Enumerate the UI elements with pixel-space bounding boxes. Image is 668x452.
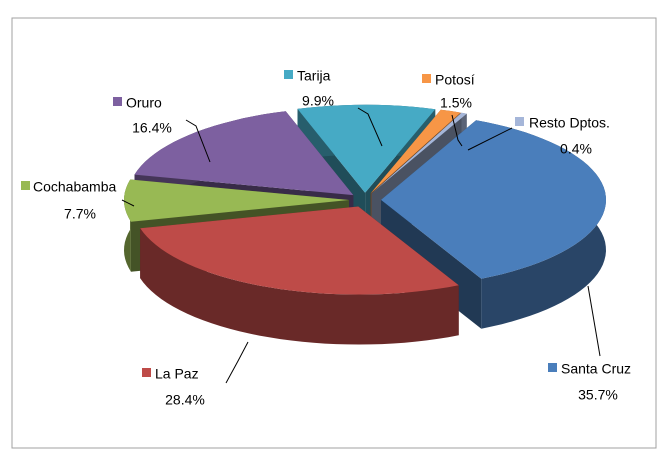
slice-value-label: 9.9%: [302, 93, 334, 109]
leader-line: [451, 114, 463, 147]
leader-line: [225, 341, 249, 384]
legend-swatch: [548, 363, 557, 372]
slice: [124, 179, 349, 222]
slice: [140, 206, 459, 295]
slice-value-label: 0.4%: [560, 141, 592, 157]
slice: [381, 120, 606, 279]
legend-swatch: [142, 368, 151, 377]
slice-value-label: 28.4%: [165, 392, 205, 408]
slice-name: Santa Cruz: [561, 361, 631, 377]
slice-name: Cochabamba: [33, 179, 116, 195]
slice-name: Tarija: [297, 68, 331, 84]
slice-value-label: 1.5%: [440, 95, 472, 111]
slice-value-label: 7.7%: [64, 206, 96, 222]
legend-swatch: [422, 74, 431, 83]
slice-value-label: 16.4%: [132, 120, 172, 136]
leader-line: [357, 107, 383, 147]
legend-swatch: [21, 181, 30, 190]
leader-line: [587, 285, 601, 357]
slice-group: [140, 206, 459, 345]
slice: [134, 111, 354, 196]
slice-name: Potosí: [435, 72, 475, 88]
legend-swatch: [113, 97, 122, 106]
leader-line: [467, 127, 513, 151]
leader-line: [185, 119, 211, 163]
slice-wall: [140, 228, 459, 345]
legend-swatch: [515, 117, 524, 126]
slice-name: La Paz: [155, 366, 199, 382]
leader-line: [121, 199, 135, 207]
slice-value-label: 35.7%: [578, 387, 618, 403]
slice-name: Oruro: [126, 95, 162, 111]
slice: [370, 109, 461, 194]
slice: [297, 104, 436, 193]
legend-swatch: [284, 70, 293, 79]
slice-name: Resto Dptos.: [529, 115, 610, 131]
slice: [371, 112, 467, 194]
